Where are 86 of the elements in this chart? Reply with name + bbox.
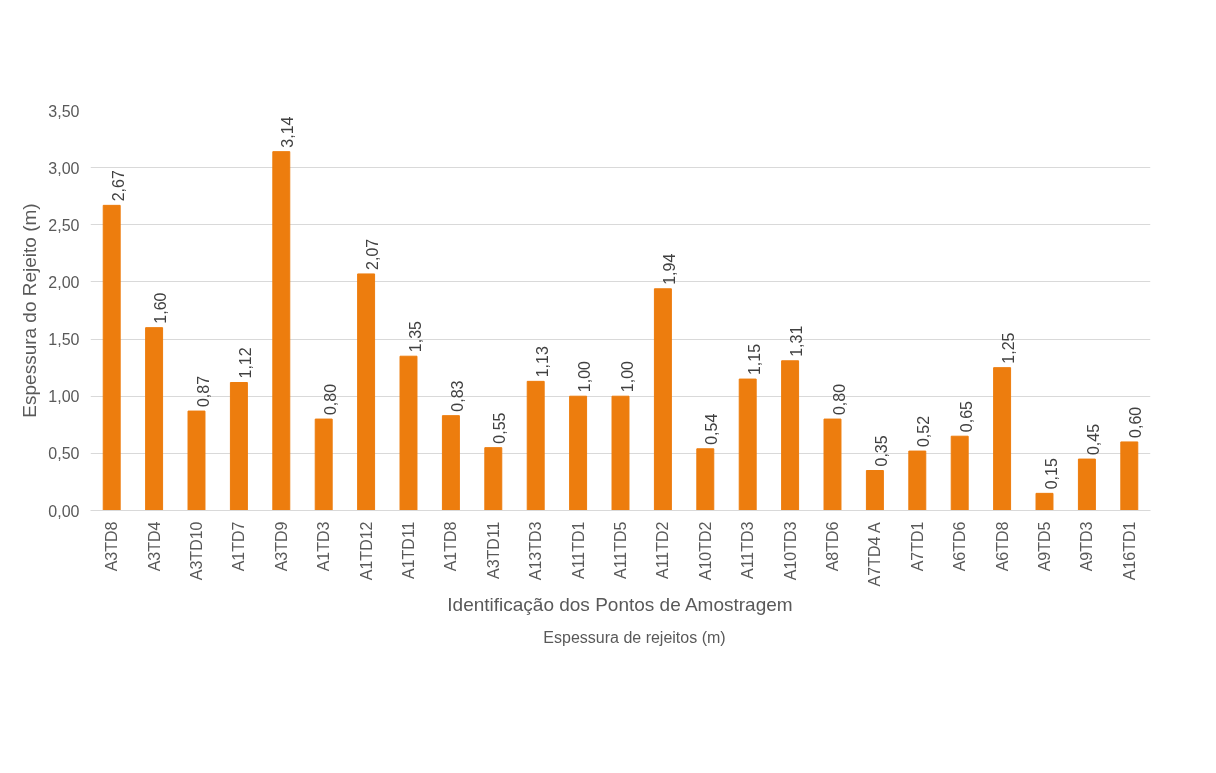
bar [1120,441,1139,511]
y-tick-label: 0,00 [48,502,80,520]
x-tick-label: A3TD11 [484,521,502,580]
data-label: 0,54 [703,413,721,445]
x-tick-label: A13TD3 [527,521,545,581]
bar [696,448,715,511]
data-label: 1,15 [745,343,763,376]
bar [229,382,248,511]
y-axis-title: Espessura do Rejeito (m) [19,203,41,418]
y-tick-label: 3,00 [48,159,80,177]
data-label: 0,55 [491,412,509,444]
bar [314,418,333,511]
x-tick-label: A3TD10 [188,521,205,581]
data-label: 1,31 [788,325,806,357]
bar [526,380,545,511]
x-tick-label: A10TD2 [696,521,714,581]
x-tick-label: A11TD1 [569,521,587,580]
bar [357,273,376,511]
x-tick-label: A6TD8 [993,521,1011,572]
x-tick-label: A1TD3 [315,521,333,572]
x-tick-label: A9TD3 [1078,521,1096,572]
x-tick-label: A3TD4 [145,521,163,572]
x-tick-label: A11TD3 [739,521,757,580]
x-tick-label: A16TD1 [1120,521,1138,581]
x-tick-label: A1TD12 [357,521,375,581]
x-tick-label: A11TD2 [654,521,672,580]
data-label: 2,67 [109,170,127,202]
x-tick-label: A9TD5 [1036,521,1053,572]
data-label: 1,13 [533,346,551,378]
bar [993,367,1012,511]
text: Espessura de rejeitos (m) [543,629,726,647]
x-tick-label: A8TD6 [824,521,841,572]
x-tick-label: A7TD1 [908,521,926,572]
bar [781,360,800,511]
bar [865,470,884,511]
data-label: 1,25 [1000,332,1018,364]
data-label: 0,80 [321,383,339,416]
data-label: 2,07 [364,238,382,270]
bar [611,395,630,511]
bar [187,410,206,511]
y-tick-label: 0,50 [48,445,80,463]
x-tick-label: A3TD9 [272,521,290,572]
data-label: 1,12 [236,347,254,379]
data-label: 1,35 [406,320,424,353]
x-tick-label: A1TD8 [442,521,460,572]
bar [272,151,291,511]
data-label: 1,60 [152,292,170,324]
data-label: 0,65 [957,400,975,433]
y-tick-label: 2,50 [48,216,80,234]
x-tick-label: A6TD6 [951,521,969,572]
data-label: 0,52 [915,415,933,448]
bar [441,415,460,511]
bar [823,418,842,511]
x-tick-label: A7TD4 A [866,522,884,587]
bar [1077,458,1096,511]
bar [102,204,121,511]
data-label: 0,60 [1127,406,1145,438]
data-label: 0,87 [194,375,212,408]
bar [145,327,164,511]
data-label: 0,45 [1084,423,1102,456]
x-axis-title: Identificação dos Pontos de Amostragem [447,594,793,616]
data-label: 0,35 [872,435,890,467]
bar [738,378,757,511]
x-tick-label: A11TD5 [612,521,629,580]
y-tick-label: 3,50 [48,102,80,120]
bar [1035,492,1054,511]
x-tick-label: A10TD3 [781,521,799,581]
y-tick-label: 1,50 [48,331,80,349]
bar [653,288,672,511]
data-label: 0,80 [830,383,848,416]
data-label: 1,00 [576,360,594,393]
y-tick-label: 1,00 [48,388,80,406]
y-tick-label: 2,00 [48,273,80,291]
x-tick-label: A1TD11 [400,521,417,580]
data-label: 1,94 [660,253,678,285]
bar [950,435,969,511]
data-label: 3,14 [279,116,297,148]
data-label: 0,83 [448,380,466,412]
bar [484,447,503,511]
data-label: 0,15 [1042,458,1060,490]
bar [908,450,927,511]
x-tick-label: A1TD7 [230,521,248,572]
x-tick-label: A3TD8 [103,521,121,572]
bar [569,395,588,511]
data-label: 1,00 [618,360,636,393]
bar [399,355,418,511]
